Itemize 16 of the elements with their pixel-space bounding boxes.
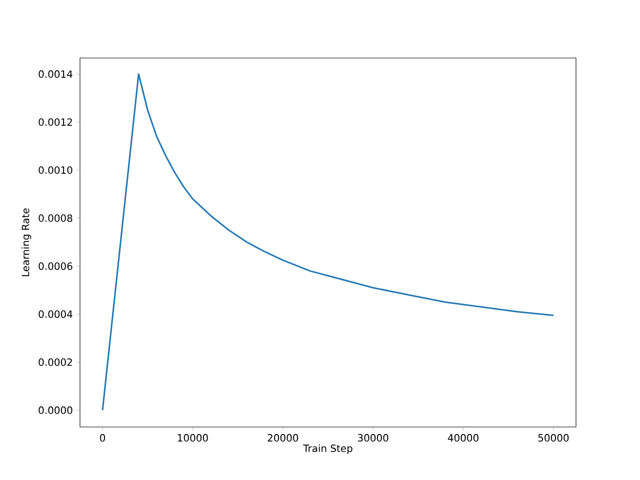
x-axis-title: Train Step: [303, 444, 352, 454]
y-tick-label: 0.0004: [38, 310, 72, 318]
y-tick-label: 0.0014: [38, 70, 72, 78]
y-tick-label: 0.0012: [38, 118, 72, 126]
y-tick-label: 0.0000: [38, 406, 72, 414]
y-tick-label: 0.0010: [38, 166, 72, 174]
x-tick-label: 50000: [538, 434, 569, 442]
y-tick-label: 0.0008: [38, 214, 72, 222]
y-tick-label: 0.0002: [38, 358, 72, 366]
y-tick-label: 0.0006: [38, 262, 72, 270]
x-tick-label: 40000: [448, 434, 478, 442]
x-tick-label: 0: [100, 434, 106, 442]
y-axis-title: Learning Rate: [22, 208, 32, 276]
x-tick-label: 10000: [178, 434, 208, 442]
x-tick-label: 30000: [358, 434, 388, 442]
x-tick-label: 20000: [268, 434, 298, 442]
